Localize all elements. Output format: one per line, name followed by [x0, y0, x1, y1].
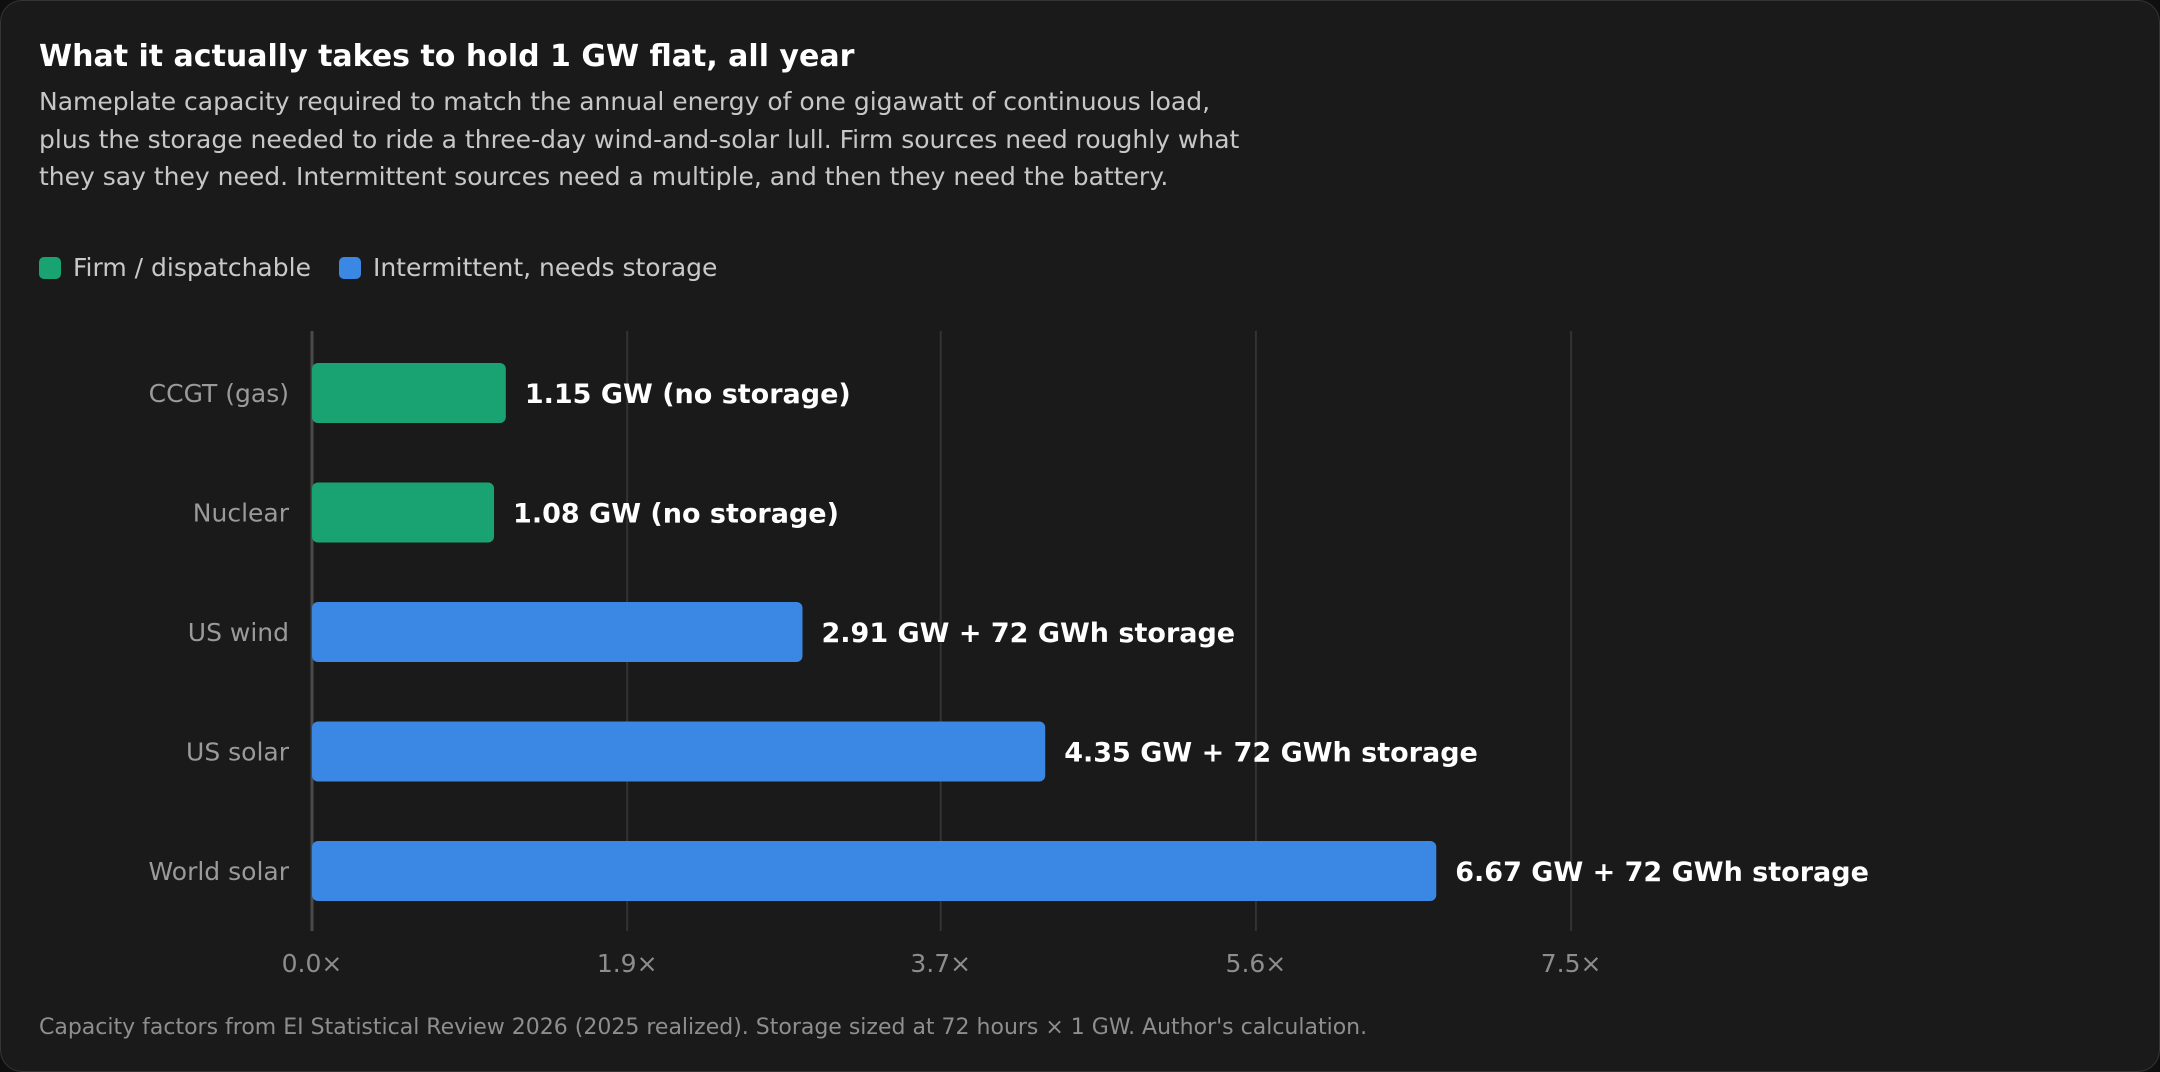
- bar: [312, 841, 1437, 901]
- legend-item-firm: Firm / dispatchable: [39, 253, 311, 282]
- chart-title: What it actually takes to hold 1 GW flat…: [39, 39, 855, 74]
- legend-item-intermittent: Intermittent, needs storage: [338, 253, 718, 282]
- category-label: US wind: [188, 618, 289, 647]
- x-tick-label: 3.7×: [910, 949, 971, 978]
- legend-label-intermittent: Intermittent, needs storage: [372, 253, 718, 282]
- x-tick-label: 5.6×: [1226, 949, 1287, 978]
- category-label: World solar: [149, 857, 290, 886]
- legend: Firm / dispatchable Intermittent, needs …: [39, 253, 745, 282]
- bar: [312, 721, 1046, 782]
- bar-chart: 0.0× 1.9× 3.7× 5.6× 7.5× CCGT (gas) 1.15 GW (n…: [149, 331, 1869, 978]
- bar: [312, 482, 495, 543]
- data-label: 2.91 GW + 72 GWh storage: [822, 618, 1236, 649]
- category-label: US solar: [186, 738, 290, 767]
- legend-swatch-intermittent: [338, 256, 361, 279]
- chart-footnote: Capacity factors from EI Statistical Rev…: [39, 1015, 1368, 1040]
- category-label: Nuclear: [193, 499, 290, 528]
- bar: [312, 363, 506, 423]
- data-label: 4.35 GW + 72 GWh storage: [1064, 738, 1478, 769]
- data-label: 6.67 GW + 72 GWh storage: [1455, 857, 1869, 888]
- x-tick-label: 7.5×: [1541, 949, 1602, 978]
- x-tick-label: 1.9×: [597, 949, 658, 978]
- x-tick-label: 0.0×: [282, 949, 343, 978]
- bar: [312, 602, 803, 662]
- legend-label-firm: Firm / dispatchable: [73, 253, 311, 282]
- legend-swatch-firm: [39, 256, 61, 279]
- chart-subtitle: Nameplate capacity required to match the…: [39, 87, 1240, 191]
- data-label: 1.15 GW (no storage): [525, 379, 851, 410]
- category-label: CCGT (gas): [149, 379, 289, 408]
- data-label: 1.08 GW (no storage): [513, 499, 839, 530]
